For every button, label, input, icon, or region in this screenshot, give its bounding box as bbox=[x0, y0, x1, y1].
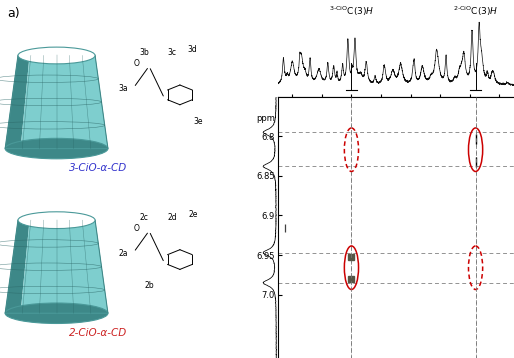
Text: 2a: 2a bbox=[119, 249, 128, 258]
Text: $^{3\text{-CiO}}$C(3)$H$: $^{3\text{-CiO}}$C(3)$H$ bbox=[329, 4, 374, 18]
Text: 2d: 2d bbox=[168, 213, 177, 222]
Text: ppm: ppm bbox=[256, 114, 275, 123]
Ellipse shape bbox=[18, 47, 95, 64]
Ellipse shape bbox=[5, 303, 108, 324]
Text: 3b: 3b bbox=[139, 48, 149, 58]
Polygon shape bbox=[5, 55, 30, 149]
Ellipse shape bbox=[18, 212, 95, 228]
Text: 3d: 3d bbox=[188, 45, 197, 54]
Text: 3c: 3c bbox=[168, 48, 177, 58]
Text: 2-CiO-α-CD: 2-CiO-α-CD bbox=[68, 328, 127, 338]
Ellipse shape bbox=[5, 138, 108, 159]
Polygon shape bbox=[5, 220, 30, 313]
Text: O: O bbox=[133, 59, 139, 68]
Text: a): a) bbox=[8, 7, 21, 20]
Text: 3-CiO-α-CD: 3-CiO-α-CD bbox=[68, 163, 127, 173]
Text: 2b: 2b bbox=[144, 281, 154, 290]
Text: 3e: 3e bbox=[193, 116, 203, 126]
Text: $^{2\text{-CiO}}$C(3)$H$: $^{2\text{-CiO}}$C(3)$H$ bbox=[453, 4, 498, 18]
Polygon shape bbox=[21, 55, 108, 149]
Text: 2e: 2e bbox=[188, 209, 197, 219]
Text: O: O bbox=[133, 224, 139, 233]
Text: 3a: 3a bbox=[119, 84, 128, 93]
Text: 2c: 2c bbox=[139, 213, 149, 222]
Polygon shape bbox=[21, 220, 108, 313]
